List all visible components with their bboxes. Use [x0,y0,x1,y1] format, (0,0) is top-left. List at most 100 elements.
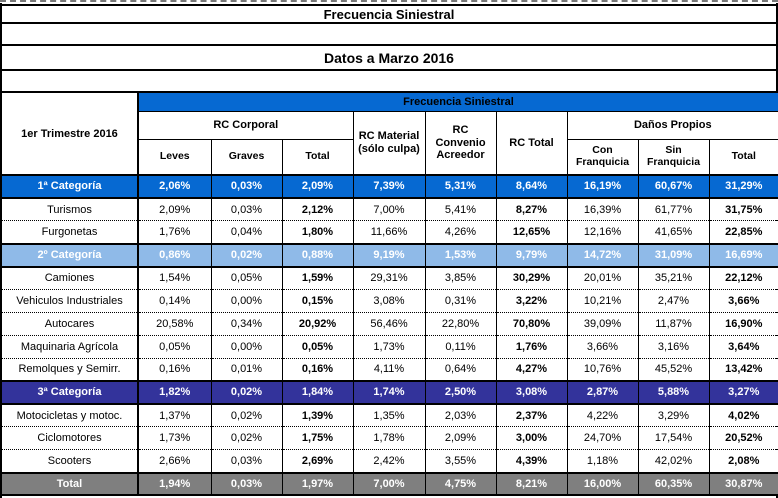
data-cell: 2,12% [281,197,353,222]
data-cell: 0,02% [210,380,282,405]
data-cell: 0,14% [137,288,211,313]
data-cell: 0,31% [424,288,496,313]
table-row: Turismos 2,09% 0,03% 2,12% 7,00% 5,41% 8,27% 16… [0,197,778,222]
data-cell: 1,73% [352,334,425,359]
data-cell: 2,06% [137,174,211,199]
data-cell: 2,37% [495,403,567,428]
row-label: Total [0,471,139,497]
table-row: Remolques y Semirr. 0,16% 0,01% 0,16% 4,11% 0… [0,357,778,382]
data-table-wrapper: 1er Trimestre 2016 Frecuencia Siniestral… [0,91,778,498]
data-cell: 2,09% [281,174,353,199]
table-row: Motocicletas y motoc. 1,37% 0,02% 1,39% 1,35… [0,403,778,428]
data-cell: 16,39% [566,197,638,222]
data-cell: 3,08% [352,288,425,313]
data-cell: 1,59% [281,266,353,290]
row-label: Ciclomotores [0,426,139,451]
table-row: Total 1,94% 0,03% 1,97% 7,00% 4,75% 8,21% 16,00… [0,471,778,497]
data-cell: 20,58% [137,311,211,336]
table-row: Vehiculos Industriales 0,14% 0,00% 0,15% 3,0… [0,288,778,313]
data-cell: 3,66% [566,334,638,359]
data-cell: 1,75% [281,426,353,451]
header-rc-convenio-acreedor: RC Convenio Acreedor [424,110,497,176]
data-cell: 22,12% [708,266,778,290]
data-cell: 0,02% [210,403,282,428]
data-cell: 0,00% [210,334,282,359]
data-cell: 3,00% [495,426,567,451]
data-cell: 8,21% [495,471,567,497]
data-cell: 1,18% [566,449,638,474]
data-cell: 4,75% [424,471,496,497]
data-cell: 22,85% [708,220,778,245]
data-cell: 31,09% [637,242,709,268]
data-cell: 16,00% [566,471,638,497]
data-cell: 1,84% [281,380,353,405]
data-cell: 1,35% [352,403,425,428]
data-cell: 1,74% [352,380,425,405]
data-cell: 5,88% [637,380,709,405]
data-cell: 1,54% [137,266,211,290]
data-cell: 30,87% [708,471,778,497]
data-cell: 0,15% [281,288,353,313]
data-cell: 4,11% [352,357,425,382]
data-cell: 0,34% [210,311,282,336]
row-label: Camiones [0,266,139,290]
data-cell: 8,27% [495,197,567,222]
table-row: 1ª Categoría 2,06% 0,03% 2,09% 7,39% 5,31% 8,6… [0,174,778,199]
data-cell: 9,79% [495,242,567,268]
data-cell: 0,02% [210,426,282,451]
table-row: Maquinaria Agrícola 0,05% 0,00% 0,05% 1,73% 0… [0,334,778,359]
table-row: Scooters 2,66% 0,03% 2,69% 2,42% 3,55% 4,39% 1,… [0,449,778,474]
data-cell: 7,00% [352,197,425,222]
data-cell: 8,64% [495,174,567,199]
data-cell: 3,27% [708,380,778,405]
row-label: Turismos [0,197,139,222]
data-cell: 2,87% [566,380,638,405]
data-cell: 13,42% [708,357,778,382]
row-label: Scooters [0,449,139,474]
data-cell: 0,00% [210,288,282,313]
data-cell: 1,73% [137,426,211,451]
data-cell: 2,47% [637,288,709,313]
data-cell: 3,22% [495,288,567,313]
row-label: Maquinaria Agrícola [0,334,139,359]
data-cell: 10,21% [566,288,638,313]
data-cell: 29,31% [352,266,425,290]
data-cell: 0,03% [210,197,282,222]
data-cell: 41,65% [637,220,709,245]
data-cell: 4,02% [708,403,778,428]
header-total-danos-propios: Total [708,138,778,176]
header-total-rc-corporal: Total [281,138,354,176]
data-cell: 2,66% [137,449,211,474]
data-cell: 11,66% [352,220,425,245]
data-cell: 12,65% [495,220,567,245]
data-cell: 2,03% [424,403,496,428]
data-cell: 0,16% [281,357,353,382]
data-cell: 1,94% [137,471,211,497]
data-cell: 14,72% [566,242,638,268]
data-cell: 0,05% [210,266,282,290]
data-cell: 20,01% [566,266,638,290]
header-sin-franquicia: Sin Franquicia [637,138,710,176]
data-cell: 2,42% [352,449,425,474]
row-label: 2º Categoría [0,242,139,268]
report-subtitle-text: Datos a Marzo 2016 [324,49,454,66]
data-cell: 5,31% [424,174,496,199]
data-cell: 60,67% [637,174,709,199]
data-cell: 2,09% [137,197,211,222]
data-cell: 0,05% [281,334,353,359]
table-row: Ciclomotores 1,73% 0,02% 1,75% 1,78% 2,09% 3,0… [0,426,778,451]
table-row: 2º Categoría 0,86% 0,02% 0,88% 9,19% 1,53% 9,7… [0,242,778,268]
data-cell: 24,70% [566,426,638,451]
data-cell: 0,64% [424,357,496,382]
data-cell: 0,88% [281,242,353,268]
data-cell: 39,09% [566,311,638,336]
data-cell: 1,80% [281,220,353,245]
data-cell: 12,16% [566,220,638,245]
data-cell: 3,08% [495,380,567,405]
data-cell: 2,50% [424,380,496,405]
data-cell: 10,76% [566,357,638,382]
data-cell: 45,52% [637,357,709,382]
data-cell: 61,77% [637,197,709,222]
table-row: Camiones 1,54% 0,05% 1,59% 29,31% 3,85% 30,29%… [0,266,778,290]
